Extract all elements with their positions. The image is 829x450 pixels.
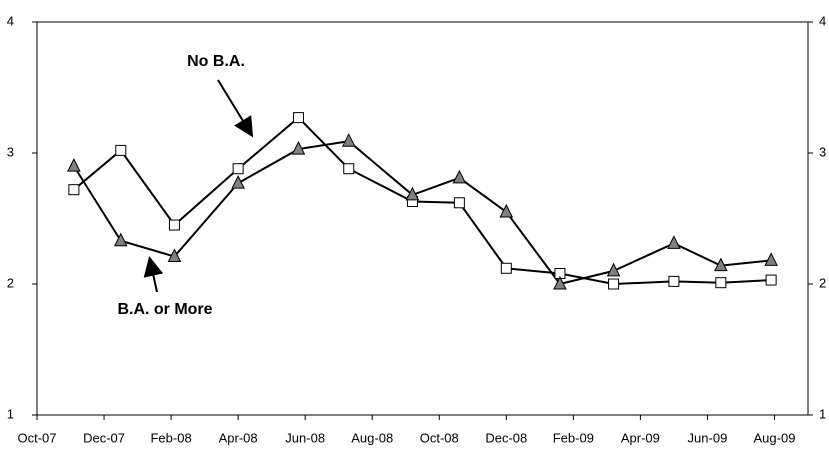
series-line — [73, 140, 772, 286]
x-tick-label: Jun-09 — [688, 430, 728, 445]
x-tick-label: Oct-07 — [17, 430, 56, 445]
marker-triangle — [405, 186, 420, 201]
y2-tick-label: 1 — [819, 406, 826, 421]
x-tick-label: Aug-08 — [351, 430, 393, 445]
annotation-arrow — [217, 79, 254, 138]
marker-square — [608, 278, 620, 290]
marker-triangle — [341, 133, 356, 147]
x-tick-label: Dec-07 — [83, 430, 125, 445]
x-tick-label: Apr-09 — [621, 430, 660, 445]
annotation: B.A. or More — [117, 301, 212, 318]
marker-square — [292, 112, 304, 124]
x-tick-label: Feb-08 — [150, 430, 191, 445]
marker-square — [232, 163, 244, 175]
series-line — [73, 116, 772, 286]
marker-triangle — [667, 235, 681, 249]
marker-square — [343, 163, 355, 175]
x-tick-label: Jun-08 — [285, 430, 325, 445]
annotation: No B.A. — [187, 53, 245, 70]
y2-tick-label: 4 — [819, 13, 826, 28]
x-tick-label: Apr-08 — [219, 430, 258, 445]
y-tick-label: 3 — [7, 144, 14, 159]
marker-square — [500, 262, 512, 274]
marker-triangle — [764, 252, 778, 266]
y2-tick-label: 3 — [819, 144, 826, 159]
marker-triangle — [452, 169, 467, 184]
marker-triangle — [231, 175, 245, 189]
marker-square — [765, 274, 777, 286]
marker-triangle — [291, 140, 306, 155]
marker-triangle — [606, 262, 621, 277]
marker-triangle — [499, 203, 514, 218]
x-tick-label: Feb-09 — [553, 430, 594, 445]
marker-triangle — [113, 232, 128, 247]
plot-frame — [36, 21, 809, 416]
marker-square — [715, 277, 727, 289]
marker-square — [115, 144, 127, 156]
annotation-arrow — [143, 256, 164, 293]
x-tick-label: Dec-08 — [485, 430, 527, 445]
marker-triangle — [553, 275, 567, 290]
marker-triangle — [167, 248, 182, 262]
marker-triangle — [67, 157, 81, 172]
marker-triangle — [714, 257, 728, 272]
y-tick-label: 4 — [7, 13, 14, 28]
x-tick-label: Aug-09 — [754, 430, 796, 445]
marker-square — [168, 219, 180, 231]
y2-tick-label: 2 — [819, 275, 826, 290]
x-tick-label: Oct-08 — [420, 430, 459, 445]
y-tick-label: 1 — [7, 406, 14, 421]
marker-square — [68, 184, 80, 196]
marker-square — [668, 275, 680, 287]
marker-square — [453, 197, 465, 209]
y-tick-label: 2 — [7, 275, 14, 290]
